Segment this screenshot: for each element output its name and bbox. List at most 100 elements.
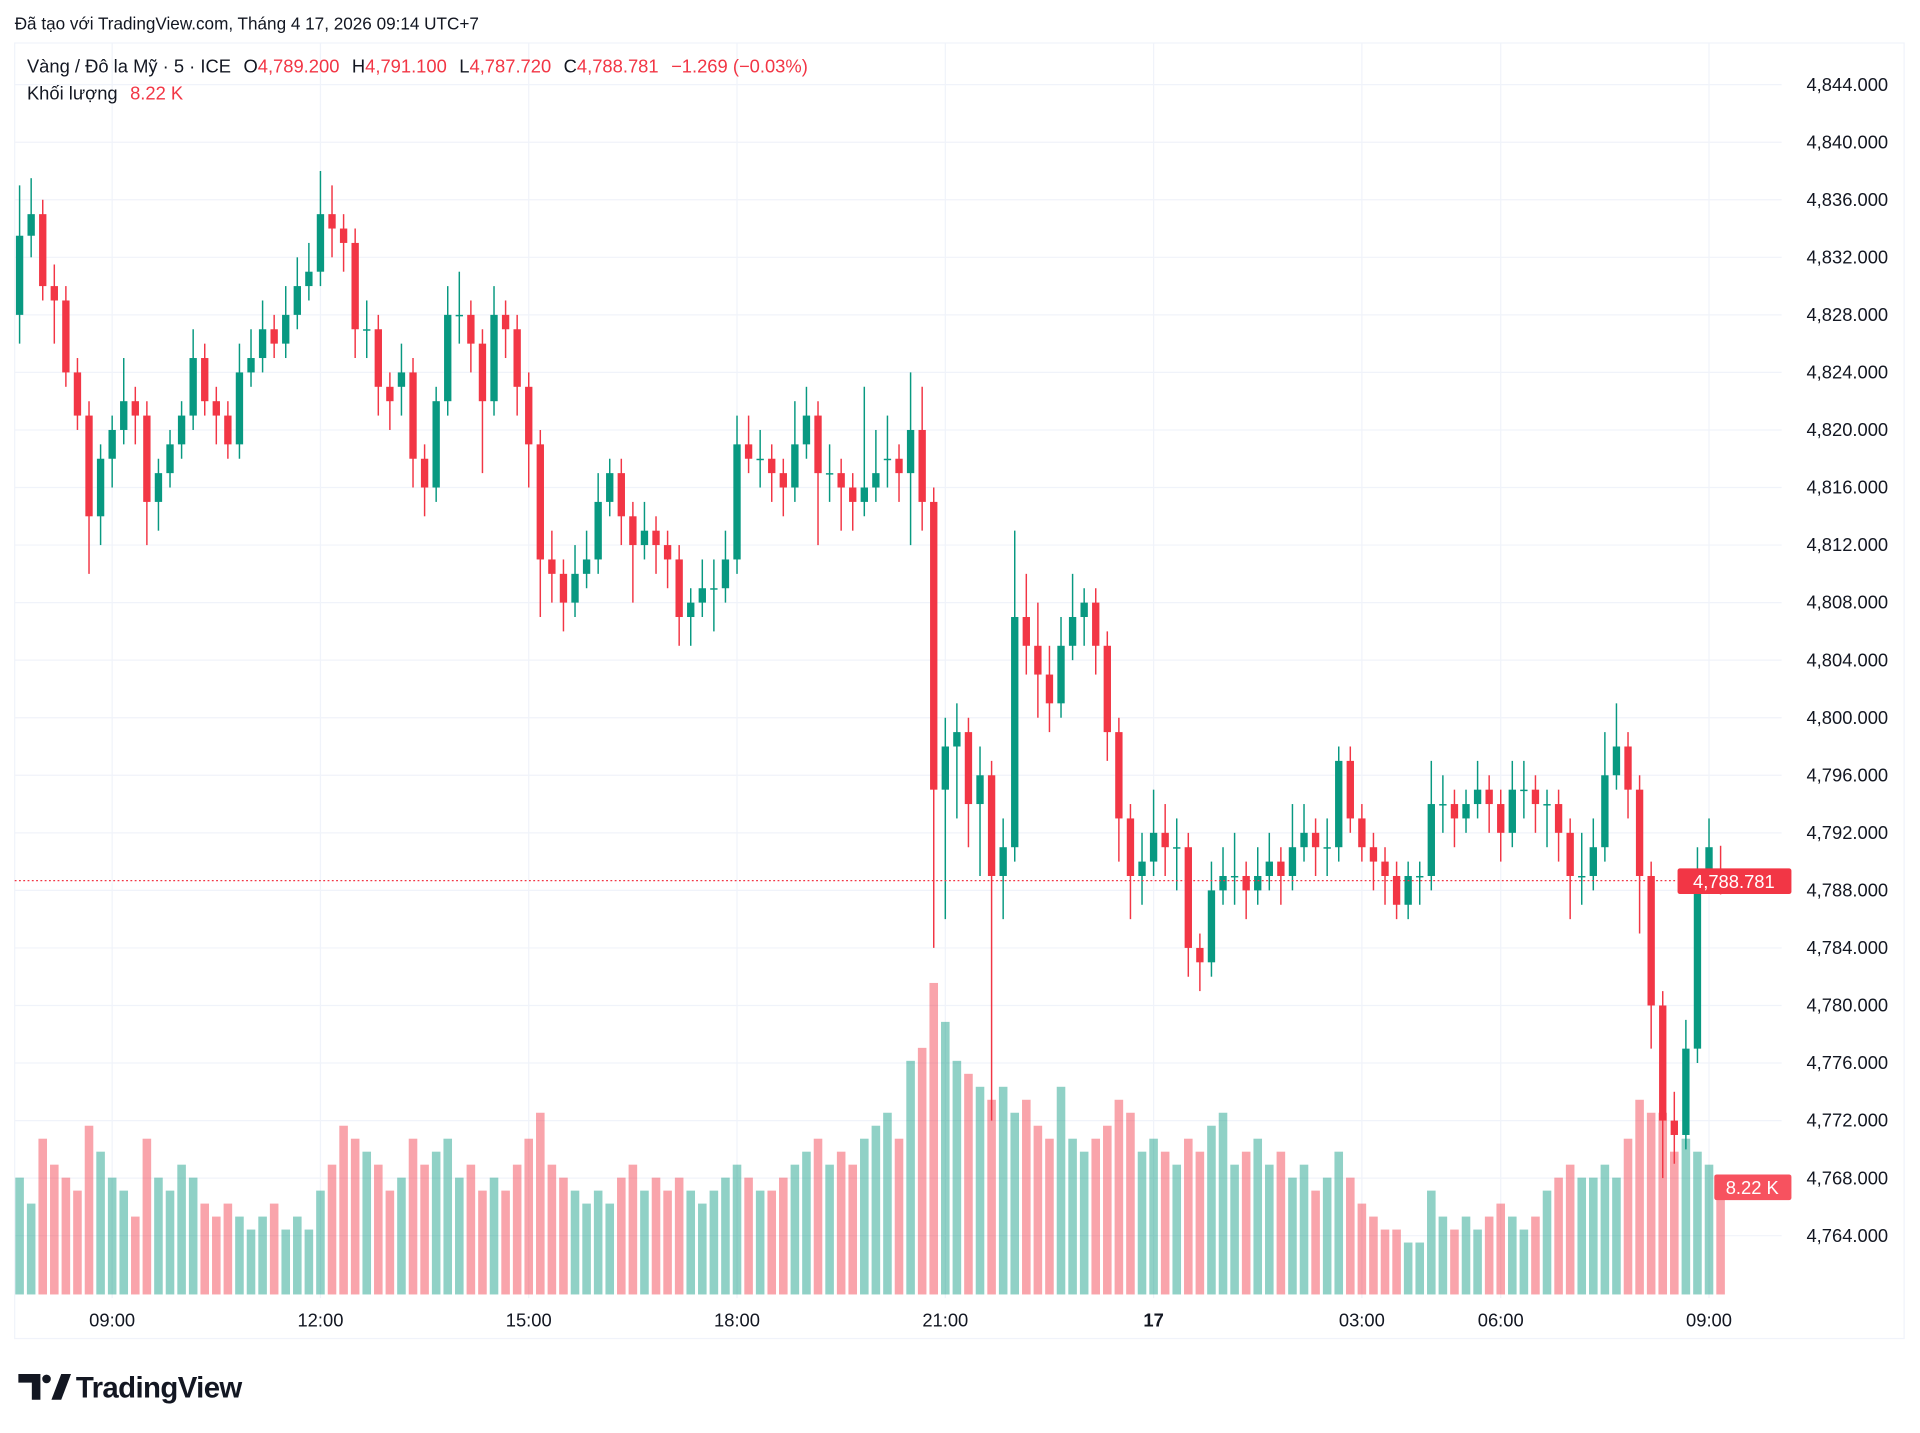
candle-body — [1705, 847, 1713, 876]
symbol-name[interactable]: Vàng / Đô la Mỹ · 5 · ICE — [27, 55, 231, 76]
volume-bar — [1334, 1151, 1344, 1295]
candle-body — [1554, 804, 1563, 833]
volume-bar — [663, 1190, 672, 1295]
candle — [1173, 818, 1181, 891]
candle-body — [640, 530, 649, 546]
candle-body — [1358, 818, 1366, 848]
volume-bar — [84, 1125, 94, 1295]
volume-bar — [848, 1164, 858, 1295]
volume-bar — [1542, 1190, 1552, 1295]
candle — [1184, 832, 1192, 977]
price-axis[interactable]: 4,844.000 4,840.000 4,836.000 4,832.000 4,82… — [1806, 74, 1888, 1246]
candle — [663, 530, 672, 589]
volume-bar — [1519, 1229, 1529, 1295]
close-label: C — [564, 55, 577, 76]
candle-body — [490, 314, 498, 402]
candle-body — [1635, 789, 1644, 876]
volume-bar — [1137, 1151, 1147, 1295]
candle — [617, 458, 625, 546]
time-axis[interactable]: 09:00 12:00 15:00 18:00 21:00 17 03:00 06:00 09:… — [89, 1309, 1732, 1330]
volume-bar — [339, 1125, 348, 1295]
candle — [1161, 804, 1169, 876]
candle-body — [779, 473, 787, 488]
volume-bar — [1577, 1177, 1587, 1295]
volume-bar — [617, 1177, 626, 1295]
candle-body — [50, 286, 58, 301]
candle-body — [1601, 775, 1609, 848]
volume-bar — [1218, 1112, 1228, 1295]
candle — [1335, 746, 1343, 862]
candle — [1126, 804, 1135, 920]
volume-bar — [1114, 1099, 1124, 1295]
y-tick-label: 4,804.000 — [1806, 649, 1888, 670]
candle — [1011, 530, 1019, 862]
volume-bar — [1392, 1229, 1401, 1295]
candle-body — [1693, 875, 1702, 1049]
candle-body — [1670, 1120, 1678, 1135]
candle — [27, 178, 35, 258]
candle — [1427, 760, 1435, 891]
volume-bar — [96, 1151, 105, 1295]
volume-value: 8.22 K — [130, 82, 184, 103]
candle — [652, 516, 660, 574]
candle — [930, 487, 938, 948]
candle — [548, 530, 556, 603]
tradingview-logo[interactable]: TradingView — [18, 1371, 243, 1404]
candle — [270, 314, 278, 359]
candle — [629, 501, 637, 603]
volume-bar — [489, 1177, 499, 1295]
volume-bar — [512, 1164, 522, 1295]
chart-frame — [14, 42, 1905, 1340]
volume-bar — [1415, 1242, 1425, 1295]
candle-body — [617, 473, 625, 517]
candle-body — [744, 444, 753, 459]
candle — [235, 343, 244, 459]
candle-body — [1126, 818, 1135, 876]
candle — [1601, 732, 1609, 862]
candle — [1404, 861, 1412, 920]
candle-body — [1288, 847, 1297, 876]
candle-body — [108, 429, 116, 459]
candle-body — [1219, 875, 1227, 891]
candle-body — [374, 329, 382, 387]
volume-bar — [327, 1164, 337, 1295]
volume-label[interactable]: Khối lượng — [27, 82, 118, 103]
volume-bar — [883, 1112, 892, 1295]
candle — [1138, 832, 1146, 905]
candle-body — [663, 545, 672, 560]
candle — [1034, 602, 1042, 718]
candle — [1416, 861, 1424, 905]
volume-bar — [732, 1164, 742, 1295]
last-volume-badge-text: 8.22 K — [1726, 1177, 1780, 1198]
candle — [525, 372, 533, 488]
candle — [1092, 588, 1100, 675]
volume-bar — [1716, 1187, 1725, 1295]
candle-body — [316, 214, 325, 272]
volume-bar — [721, 1177, 730, 1295]
volume-bar — [1554, 1177, 1563, 1295]
volume-bar — [605, 1203, 615, 1295]
volume-bar — [1380, 1229, 1390, 1295]
candle-body — [235, 372, 244, 445]
candle — [1473, 760, 1482, 819]
candle — [478, 329, 487, 474]
volume-bar — [1403, 1242, 1413, 1295]
candle — [837, 458, 845, 531]
volume-bar — [1693, 1151, 1702, 1295]
candle-body — [143, 415, 151, 502]
volume-bar — [1704, 1164, 1714, 1295]
candle-body — [1092, 602, 1100, 646]
candle — [571, 545, 579, 618]
candle — [1624, 732, 1632, 819]
candle — [258, 300, 267, 373]
x-tick-label: 12:00 — [297, 1309, 343, 1330]
candle-body — [328, 214, 336, 229]
candle — [536, 429, 544, 618]
volume-bar — [107, 1177, 117, 1295]
open-value: 4,789.200 — [258, 55, 340, 76]
candle-body — [872, 473, 880, 488]
candle — [96, 444, 105, 546]
candle — [825, 444, 834, 502]
candle — [1300, 804, 1308, 862]
